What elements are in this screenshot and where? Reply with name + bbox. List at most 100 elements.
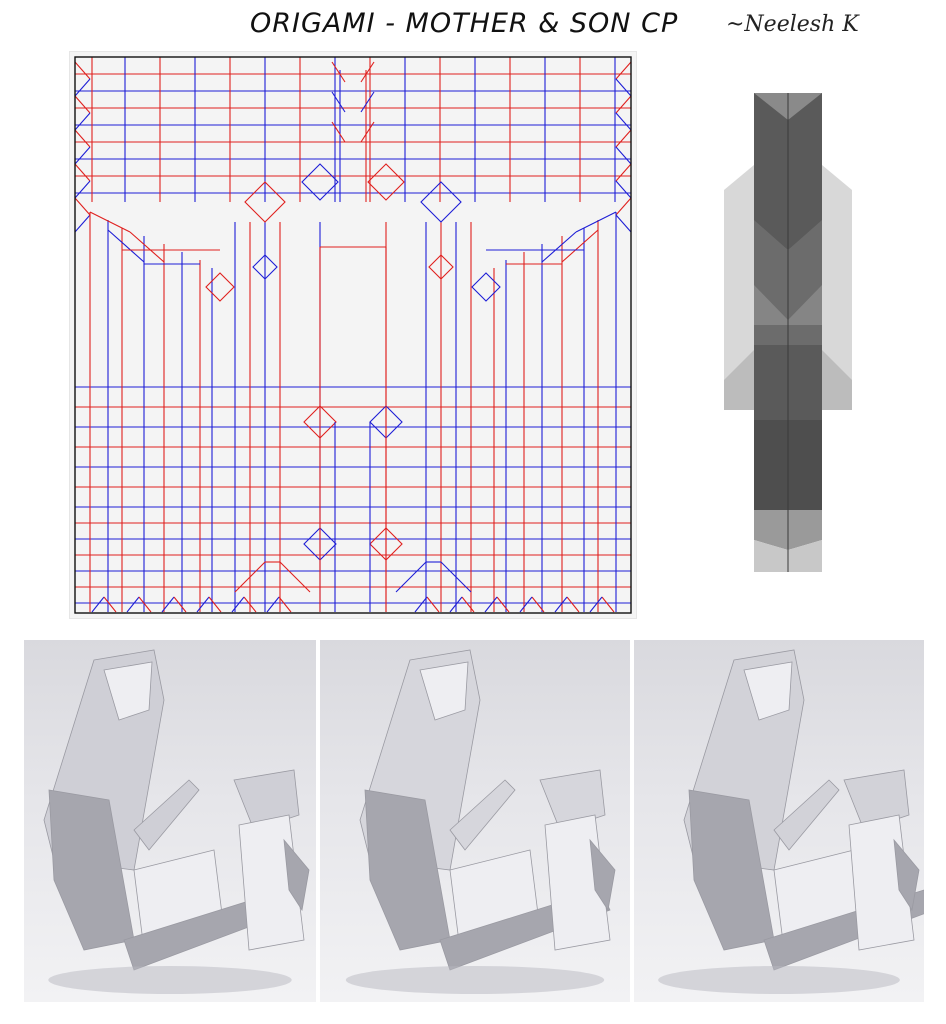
pleat-diagonal (126, 596, 140, 613)
pleat-diagonal (566, 596, 580, 613)
mother-face (419, 661, 469, 721)
mother-arm (773, 779, 840, 851)
pleat-diagonal (103, 596, 117, 613)
diamond-flap (252, 254, 278, 280)
pleat-diagonal (461, 596, 475, 613)
pleat-diagonal (615, 112, 632, 131)
pleat-diagonal (74, 112, 91, 131)
mother-arm (449, 779, 516, 851)
shoulder-diagonal (89, 211, 131, 233)
pleat-diagonal (234, 561, 266, 593)
pleat-diagonal (74, 214, 91, 233)
pleat-diagonal (138, 596, 152, 613)
shoulder-diagonal (541, 231, 577, 263)
ground-shadow (658, 966, 900, 994)
pleat-diagonal (74, 95, 91, 114)
model-photo-svg (43, 649, 310, 994)
mother-body (688, 789, 775, 951)
pleat-diagonal (74, 129, 91, 148)
son-arm (893, 838, 920, 912)
pleat-diagonal (440, 561, 472, 593)
diamond-flap (367, 163, 405, 201)
pleat-diagonal (589, 596, 603, 613)
pleat-diagonal (414, 596, 428, 613)
son-head (539, 769, 606, 831)
model-photo-front (320, 640, 630, 1002)
diamond-flap (205, 272, 235, 302)
shoulder-diagonal (575, 211, 617, 233)
pleat-diagonal (74, 163, 91, 182)
son-head (843, 769, 910, 831)
crease-pattern (70, 52, 636, 618)
son-head (233, 769, 300, 831)
pleat-diagonal (331, 91, 346, 113)
diamond-flap (471, 272, 501, 302)
mother-body (364, 789, 451, 951)
pleat-diagonal (615, 214, 632, 233)
pleat-diagonal (615, 146, 632, 165)
pleat-diagonal (615, 78, 632, 97)
base-diagram-svg (724, 93, 852, 572)
son-arm (283, 838, 310, 912)
model-photo-svg (345, 649, 616, 994)
mother-face (743, 661, 793, 721)
pleat-diagonal (496, 596, 510, 613)
pleat-diagonal (279, 561, 311, 593)
pleat-diagonal (519, 596, 533, 613)
base-diagram (720, 90, 856, 575)
pleat-diagonal (554, 596, 568, 613)
pleat-diagonal (615, 197, 632, 216)
ground-shadow (345, 966, 605, 994)
pleat-diagonal (615, 163, 632, 182)
model-photo-svg (658, 649, 924, 994)
shoulder-diagonal (107, 229, 145, 263)
son-arm (589, 838, 616, 912)
pleat-diagonal (615, 95, 632, 114)
crease-pattern-svg (74, 56, 632, 614)
pleat-diagonal (74, 61, 91, 80)
pleat-diagonal (615, 61, 632, 80)
pleat-diagonal (91, 596, 105, 613)
pleat-diagonal (231, 596, 245, 613)
pleat-diagonal (484, 596, 498, 613)
pleat-diagonal (615, 129, 632, 148)
model-photo-front-right (634, 640, 924, 1002)
diamond-flap (301, 163, 339, 201)
diamond-flap (420, 181, 462, 223)
pleat-diagonal (243, 596, 257, 613)
paper-border (74, 56, 632, 614)
base-side-flap (724, 165, 754, 410)
pleat-diagonal (196, 596, 210, 613)
pleat-diagonal (360, 61, 375, 83)
pleat-diagonal (360, 121, 375, 143)
pleat-diagonal (426, 596, 440, 613)
shoulder-diagonal (561, 229, 599, 263)
pleat-diagonal (278, 596, 292, 613)
diamond-flap (428, 254, 454, 280)
pleat-diagonal (74, 146, 91, 165)
pleat-diagonal (615, 180, 632, 199)
pleat-diagonal (266, 596, 280, 613)
page-title: ORIGAMI - MOTHER & SON CP (250, 8, 679, 39)
ground-shadow (48, 966, 292, 994)
pleat-diagonal (531, 596, 545, 613)
pleat-diagonal (74, 78, 91, 97)
pleat-diagonal (395, 561, 427, 593)
mother-arm (133, 779, 200, 851)
mother-body (48, 789, 135, 951)
diamond-flap (244, 181, 286, 223)
pleat-diagonal (331, 121, 346, 143)
shoulder-diagonal (129, 231, 165, 263)
pleat-diagonal (449, 596, 463, 613)
pleat-diagonal (208, 596, 222, 613)
pleat-diagonal (331, 61, 346, 83)
pleat-diagonal (161, 596, 175, 613)
base-side-flap (822, 165, 852, 410)
mother-face (103, 661, 153, 721)
author-signature: ~Neelesh K (726, 12, 859, 37)
base-fold (754, 285, 822, 325)
pleat-diagonal (601, 596, 615, 613)
pleat-diagonal (360, 91, 375, 113)
model-photo-front-left (24, 640, 316, 1002)
pleat-diagonal (74, 180, 91, 199)
